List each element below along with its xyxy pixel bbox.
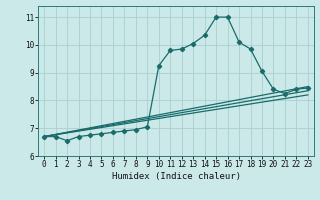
X-axis label: Humidex (Indice chaleur): Humidex (Indice chaleur) — [111, 172, 241, 181]
